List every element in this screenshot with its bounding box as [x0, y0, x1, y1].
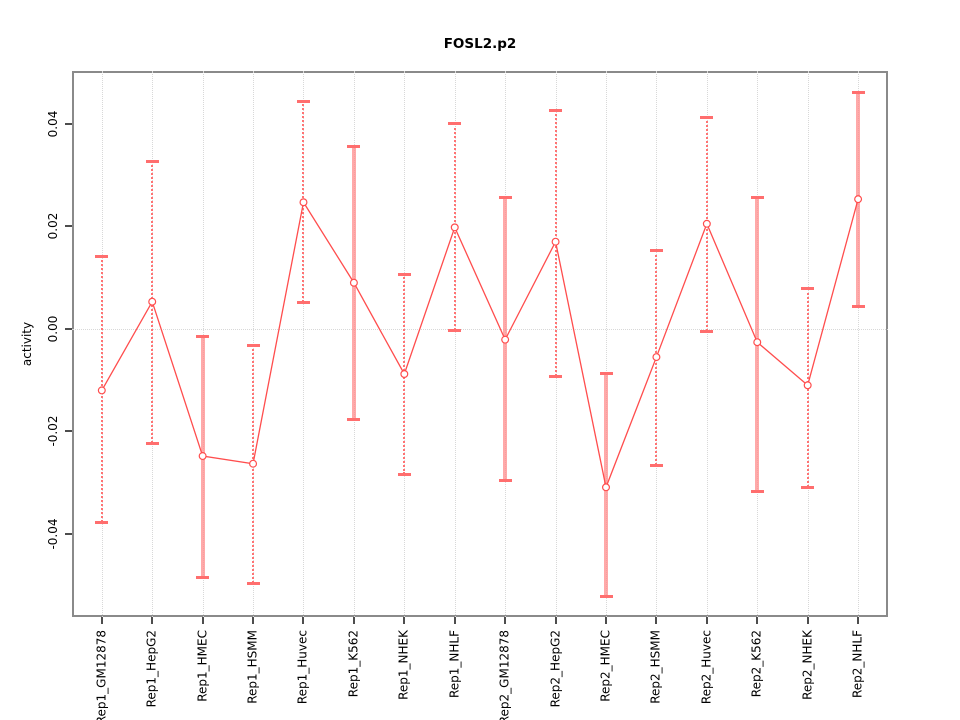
- error-bar-cap-top: [801, 287, 815, 291]
- x-tick-label: Rep2_HepG2: [548, 630, 563, 708]
- error-bar-cap-bottom: [851, 305, 865, 309]
- x-tick-label: Rep2_NHEK: [800, 630, 815, 700]
- x-axis-tick: [756, 617, 759, 624]
- error-bar-cap-top: [347, 144, 361, 148]
- x-axis-tick: [403, 617, 406, 624]
- y-tick-label: 0.00: [46, 315, 60, 343]
- error-bar-cap-bottom: [700, 330, 714, 334]
- x-axis-tick: [504, 617, 507, 624]
- error-bar-cap-bottom: [549, 375, 563, 379]
- error-bar-cap-bottom: [801, 485, 815, 489]
- error-bar-cap-top: [700, 115, 714, 119]
- x-axis-tick: [352, 617, 355, 624]
- plot-border: [72, 71, 888, 617]
- y-tick-label: 0.04: [46, 110, 60, 138]
- x-tick-label: Rep1_Huvec: [295, 630, 310, 705]
- y-axis-tick: [65, 532, 72, 535]
- error-bar-cap-top: [498, 196, 512, 200]
- error-bar-cap-bottom: [397, 472, 411, 476]
- x-tick-label: Rep2_Huvec: [699, 630, 714, 705]
- error-bar: [604, 372, 608, 597]
- x-axis-tick: [302, 617, 305, 624]
- y-tick-label: 0.02: [46, 212, 60, 240]
- x-tick-label: Rep2_GM12878: [497, 630, 512, 720]
- error-bar: [453, 123, 456, 331]
- error-bar-cap-bottom: [347, 417, 361, 421]
- error-bar-cap-bottom: [599, 595, 613, 599]
- error-bar: [806, 288, 809, 487]
- error-bar: [200, 335, 205, 577]
- x-axis-tick: [806, 617, 809, 624]
- error-bar-cap-bottom: [196, 576, 210, 579]
- x-tick-label: Rep2_K562: [749, 630, 764, 698]
- y-axis-label: activity: [20, 321, 34, 367]
- x-tick-label: Rep2_HMEC: [598, 630, 613, 702]
- y-axis-tick: [65, 430, 72, 433]
- x-tick-label: Rep1_HMEC: [195, 630, 210, 702]
- error-bar: [100, 255, 103, 523]
- error-bar: [705, 116, 708, 332]
- error-bar-cap-top: [145, 159, 159, 163]
- x-axis-tick: [151, 617, 154, 624]
- x-axis-tick: [655, 617, 658, 624]
- x-tick-label: Rep2_NHLF: [850, 630, 865, 699]
- error-bar-cap-bottom: [95, 521, 109, 525]
- error-bar: [554, 109, 557, 377]
- error-bar: [755, 197, 760, 491]
- error-bar-cap-top: [750, 196, 764, 200]
- x-axis-tick: [100, 617, 103, 624]
- error-bar-cap-top: [649, 248, 663, 252]
- x-axis-tick: [453, 617, 456, 624]
- error-bar: [351, 145, 356, 419]
- error-bar-cap-bottom: [145, 442, 159, 446]
- x-tick-label: Rep1_HSMM: [245, 630, 260, 704]
- x-tick-label: Rep2_HSMM: [648, 630, 663, 704]
- y-axis-tick: [65, 122, 72, 125]
- error-bar: [252, 344, 255, 584]
- error-bar-cap-top: [599, 371, 613, 375]
- error-bar-cap-top: [296, 99, 310, 103]
- error-bar-cap-top: [448, 122, 462, 126]
- error-bar-cap-top: [246, 343, 260, 347]
- error-bar-cap-bottom: [498, 479, 512, 483]
- x-axis-tick: [201, 617, 204, 624]
- error-bar-cap-top: [549, 108, 563, 112]
- x-tick-label: Rep1_GM12878: [94, 630, 109, 720]
- error-bar: [856, 91, 861, 307]
- y-axis-tick: [65, 225, 72, 228]
- error-bar: [655, 249, 658, 465]
- error-bar-cap-top: [95, 254, 109, 258]
- error-bar-cap-bottom: [246, 582, 260, 586]
- error-bar: [302, 100, 305, 303]
- x-tick-label: Rep1_NHLF: [447, 630, 462, 699]
- x-axis-tick: [252, 617, 255, 624]
- y-axis-tick: [65, 327, 72, 330]
- x-axis-tick: [605, 617, 607, 624]
- x-tick-label: Rep1_HepG2: [144, 630, 159, 708]
- x-tick-label: Rep1_NHEK: [396, 630, 411, 700]
- chart-title: FOSL2.p2: [443, 36, 517, 52]
- error-bar-cap-bottom: [448, 329, 462, 333]
- x-axis-tick: [705, 617, 708, 624]
- error-bar: [503, 197, 508, 481]
- error-bar: [403, 274, 406, 474]
- x-axis-tick: [554, 617, 557, 624]
- error-bar-cap-bottom: [649, 463, 663, 467]
- error-bar-cap-bottom: [296, 301, 310, 305]
- error-bar-cap-top: [397, 273, 411, 277]
- y-tick-label: -0.04: [46, 518, 60, 550]
- y-tick-label: -0.02: [46, 415, 60, 447]
- error-bar-cap-bottom: [750, 489, 764, 493]
- error-bar-cap-top: [851, 90, 865, 94]
- x-tick-label: Rep1_K562: [346, 630, 361, 698]
- error-bar-cap-top: [196, 334, 210, 338]
- x-axis-tick: [857, 617, 860, 624]
- error-bar: [151, 160, 154, 444]
- zero-line: [72, 328, 888, 330]
